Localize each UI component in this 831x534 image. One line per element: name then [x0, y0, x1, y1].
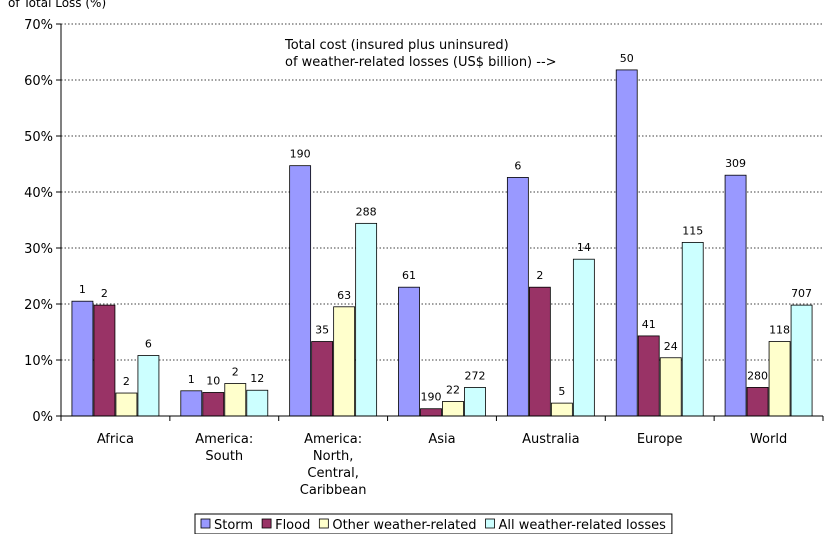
category-label: South: [205, 449, 243, 464]
bar-storm: [180, 390, 203, 417]
bar-flood: [202, 392, 225, 417]
data-label: 50: [620, 52, 634, 65]
category-label: Caribbean: [300, 483, 367, 498]
bar-all-weather-related-losses: [355, 222, 378, 417]
data-label: 5: [558, 385, 565, 398]
data-label: 2: [232, 366, 239, 379]
y-tick-label: 10%: [24, 354, 53, 369]
legend-label: Other weather-related: [332, 518, 476, 533]
data-label: 190: [421, 391, 442, 404]
category-label: Africa: [97, 432, 134, 447]
legend-swatch: [200, 518, 211, 529]
legend-swatch: [318, 518, 329, 529]
annotation-line: of weather-related losses (US$ billion) …: [285, 55, 557, 70]
category-labels: Africa America: South America: North, Central…: [97, 432, 787, 498]
data-label: 272: [465, 369, 486, 382]
bar-storm: [398, 286, 420, 417]
legend-label: Storm: [214, 518, 253, 533]
data-label: 1: [188, 373, 195, 386]
y-tick-labels: 0% 10% 20% 30% 40% 50% 60% 70%: [24, 18, 53, 425]
y-tick-label: 60%: [24, 74, 53, 89]
data-label: 115: [682, 224, 703, 237]
legend-label: Flood: [275, 518, 310, 533]
legend: Storm Flood Other weather-related All weath…: [194, 513, 673, 534]
category-label: Australia: [522, 432, 580, 447]
data-label: 35: [315, 324, 329, 337]
bar-storm: [506, 177, 529, 417]
data-label: 118: [769, 324, 790, 337]
bar-other-weather-related: [768, 341, 791, 417]
data-label: 2: [101, 287, 108, 300]
category-label: Central,: [307, 466, 358, 481]
data-label: 309: [725, 157, 746, 170]
y-tick-label: 70%: [24, 18, 53, 33]
axes: [56, 23, 824, 421]
bar-other-weather-related: [442, 401, 464, 417]
data-label: 288: [356, 205, 377, 218]
category-label: America:: [304, 432, 362, 447]
bar-all-weather-related-losses: [246, 389, 269, 417]
bar-all-weather-related-losses: [790, 304, 813, 417]
data-label: 12: [250, 372, 264, 385]
data-label: 24: [664, 340, 678, 353]
data-label: 63: [337, 289, 351, 302]
bar-other-weather-related: [550, 402, 573, 417]
data-label: 1: [79, 283, 86, 296]
data-label: 707: [791, 287, 812, 300]
y-tick-label: 40%: [24, 186, 53, 201]
bar-storm: [71, 300, 94, 417]
bar-other-weather-related: [659, 357, 682, 417]
data-label: 14: [577, 241, 591, 254]
data-label: 280: [747, 369, 768, 382]
y-tick-label: 0%: [32, 410, 53, 425]
data-label: 6: [145, 338, 152, 351]
category-label: America:: [195, 432, 253, 447]
data-label: 22: [446, 383, 460, 396]
bar-storm: [289, 165, 312, 417]
annotation-line: Total cost (insured plus uninsured): [284, 38, 509, 53]
gridlines: [61, 23, 823, 361]
legend-swatch: [261, 518, 272, 529]
bar-flood: [93, 304, 116, 417]
category-label: World: [750, 432, 787, 447]
legend-box: [194, 513, 673, 534]
category-label: Asia: [428, 432, 455, 447]
category-label: Europe: [637, 432, 683, 447]
bar-all-weather-related-losses: [681, 241, 704, 417]
legend-swatch: [485, 518, 495, 529]
data-label: 61: [402, 269, 416, 282]
data-label: 6: [514, 159, 521, 172]
annotation: Total cost (insured plus uninsured) of we…: [284, 38, 557, 70]
bar-flood: [311, 341, 334, 417]
bar-flood: [746, 387, 769, 417]
category-label: North,: [313, 449, 354, 464]
bar-flood: [637, 335, 660, 417]
bar-all-weather-related-losses: [137, 355, 160, 417]
data-label: 2: [123, 375, 130, 388]
bar-flood: [528, 286, 551, 417]
bar-storm: [615, 69, 638, 417]
bar-other-weather-related: [224, 383, 247, 417]
data-label: 2: [536, 269, 543, 282]
bar-other-weather-related: [115, 392, 138, 417]
data-label: 190: [290, 148, 311, 161]
data-label: 41: [642, 318, 656, 331]
bar-all-weather-related-losses: [464, 387, 486, 417]
bar-storm: [724, 174, 747, 417]
y-tick-label: 30%: [24, 242, 53, 257]
bar-all-weather-related-losses: [572, 258, 595, 417]
bar-flood: [420, 408, 442, 417]
y-axis-title: of Total Loss (%): [8, 0, 106, 10]
bars: [71, 69, 813, 417]
bar-other-weather-related: [333, 306, 356, 417]
y-tick-label: 50%: [24, 130, 53, 145]
data-label: 10: [206, 374, 220, 387]
legend-label: All weather-related losses: [499, 518, 667, 533]
y-tick-label: 20%: [24, 298, 53, 313]
